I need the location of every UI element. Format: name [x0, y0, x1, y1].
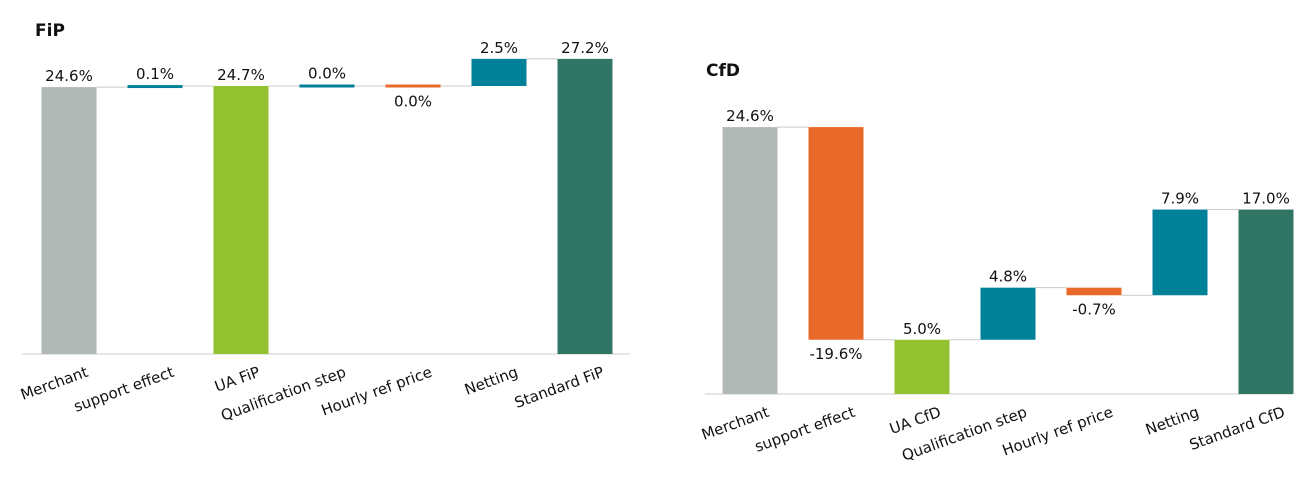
x-tick-label: Netting: [1143, 403, 1201, 439]
bar: [1152, 209, 1208, 296]
bar: [127, 85, 183, 89]
value-label: 24.7%: [217, 66, 265, 84]
x-tick-label: UA CfD: [887, 403, 943, 438]
bar: [299, 84, 355, 88]
value-label: 5.0%: [903, 320, 941, 338]
chart-title: FiP: [35, 21, 65, 41]
x-tick-label: UA FiP: [212, 363, 262, 396]
value-label: 24.6%: [726, 107, 774, 125]
bar: [1066, 287, 1122, 296]
x-tick-label: Standard CfD: [1187, 403, 1287, 454]
value-label: 2.5%: [480, 39, 518, 57]
bar: [385, 84, 441, 88]
value-label: 27.2%: [561, 39, 609, 57]
value-label: 17.0%: [1242, 190, 1290, 208]
value-label: 24.6%: [45, 67, 93, 85]
bar: [557, 58, 613, 354]
value-label: -19.6%: [809, 345, 862, 363]
value-label: 4.8%: [989, 268, 1027, 286]
chart-title: CfD: [706, 61, 740, 81]
bar: [808, 127, 864, 340]
bar: [213, 86, 269, 354]
value-label: -0.7%: [1072, 300, 1116, 318]
value-label: 0.0%: [308, 65, 346, 83]
bar: [894, 339, 950, 394]
bar: [41, 87, 97, 354]
value-label: 0.1%: [136, 65, 174, 83]
value-label: 0.0%: [394, 93, 432, 111]
bar: [722, 127, 778, 394]
x-tick-label: Netting: [462, 363, 520, 399]
x-tick-label: Standard FiP: [512, 363, 606, 412]
bar: [980, 287, 1036, 340]
value-label: 7.9%: [1161, 190, 1199, 208]
bar: [1238, 209, 1294, 394]
bar: [471, 58, 527, 87]
